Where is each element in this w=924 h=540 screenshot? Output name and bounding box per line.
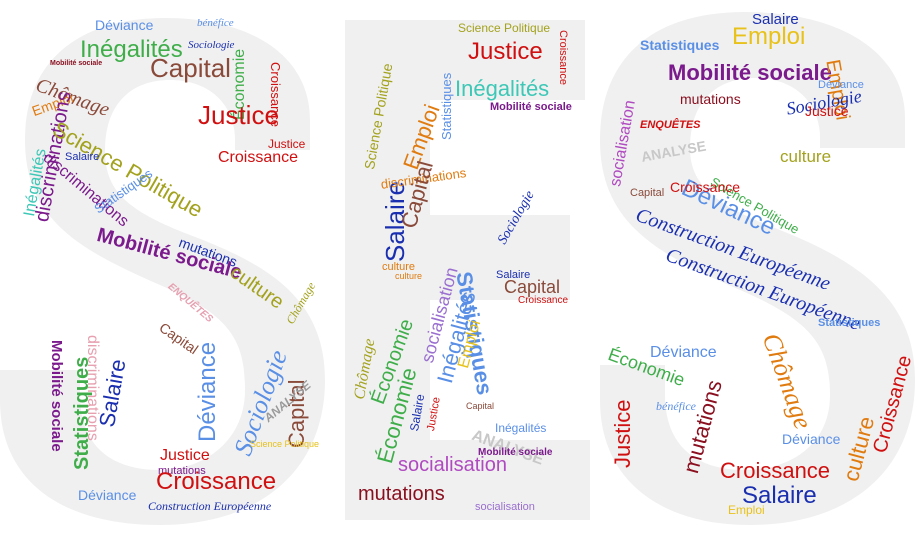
word: Salaire [752, 11, 799, 28]
word: Construction Européenne [148, 499, 272, 513]
letter-s-right-shape [600, 12, 915, 525]
word: mutations [358, 483, 445, 505]
word: Mobilité sociale [48, 340, 65, 452]
word: socialisation [475, 501, 535, 513]
word: culture [382, 261, 416, 273]
word: Mobilité sociale [50, 60, 103, 67]
word: Déviance [95, 17, 154, 33]
word: Emploi [728, 503, 765, 517]
word: Statistiques [640, 37, 720, 53]
word: Croissance [518, 295, 569, 306]
word: culture [780, 147, 832, 166]
word: Croissance [156, 468, 277, 495]
word: culture [395, 271, 423, 281]
word: Justice [198, 100, 279, 130]
word: Salaire [496, 269, 531, 281]
word: bénéfice [197, 17, 234, 29]
word: Déviance [78, 487, 137, 503]
word: Statistiques [818, 317, 881, 329]
word: Inégalités [80, 36, 183, 63]
word: socialisation [398, 454, 507, 476]
word: Déviance [782, 431, 841, 447]
word: Salaire [65, 151, 100, 163]
word: Déviance [650, 344, 717, 361]
word: Inégalités [495, 421, 547, 435]
word: ENQUÊTES [640, 119, 701, 131]
word: Science Politique [458, 21, 551, 35]
word: Justice [160, 447, 210, 464]
word: Capital [466, 401, 495, 411]
word: Justice [610, 399, 635, 468]
word: Mobilité sociale [490, 101, 572, 113]
word: Capital [504, 277, 561, 297]
word: Justice [268, 137, 306, 151]
word: Justice [468, 38, 543, 65]
letter-e-shape [345, 20, 590, 520]
word: Croissance [218, 149, 299, 166]
word: Capital [630, 187, 665, 199]
word: Mobilité sociale [668, 60, 832, 85]
word: Salaire [742, 482, 817, 509]
word: Emploi [732, 23, 806, 50]
word: mutations [158, 465, 206, 477]
letter-s-left-shape [0, 18, 325, 525]
word: Déviance [818, 79, 864, 91]
word: Mobilité sociale [478, 447, 553, 458]
word: Sociologie [188, 39, 235, 51]
word: Croissance [670, 179, 741, 195]
word: Justice [805, 103, 849, 119]
word: mutations [680, 91, 741, 107]
word: Inégalités [455, 76, 550, 101]
word: Statistiques [439, 72, 454, 140]
word: Capital [150, 53, 231, 83]
word: Croissance [720, 458, 831, 483]
word: Science Politique [250, 439, 320, 449]
word: Croissance [557, 30, 569, 86]
word: bénéfice [656, 399, 696, 413]
word: Déviance [194, 341, 221, 442]
